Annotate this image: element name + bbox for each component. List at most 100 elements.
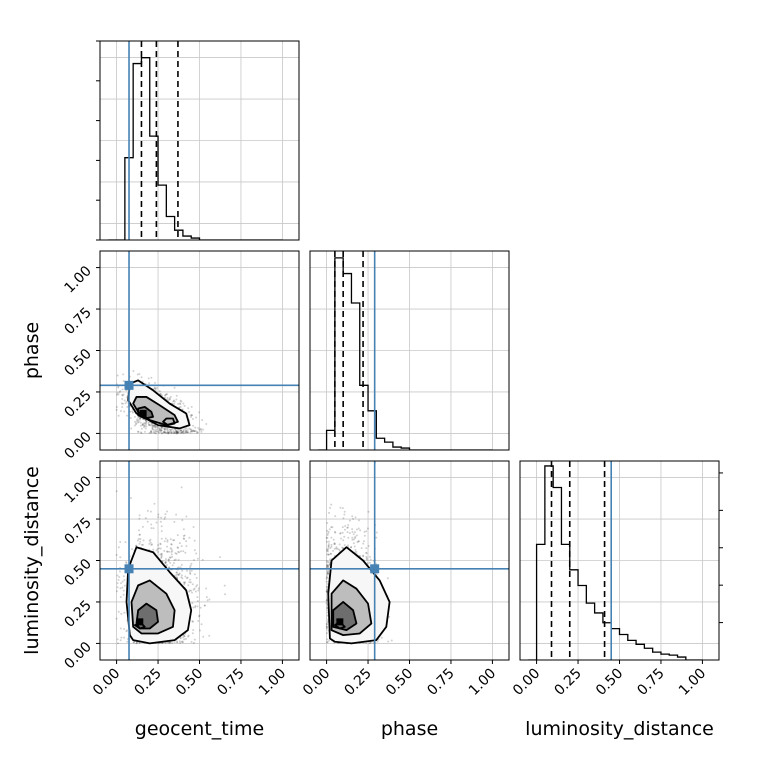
density-panel-geocent_time-phase: [100, 251, 299, 450]
scatter-point: [166, 431, 169, 434]
scatter-point: [182, 430, 185, 433]
scatter-point: [184, 575, 187, 578]
scatter-point: [342, 547, 345, 550]
scatter-point: [196, 557, 199, 560]
scatter-point: [125, 629, 128, 632]
panel-frame-geocent_time: [99, 40, 300, 241]
scatter-point: [326, 571, 329, 574]
scatter-point: [169, 561, 172, 564]
scatter-point: [166, 540, 169, 543]
scatter-point: [193, 573, 196, 576]
scatter-point: [181, 519, 184, 522]
scatter-point: [159, 542, 162, 545]
scatter-point: [169, 430, 172, 433]
scatter-point: [176, 576, 179, 579]
scatter-point: [183, 634, 186, 637]
scatter-point: [325, 626, 328, 629]
scatter-point: [152, 428, 155, 431]
scatter-point: [151, 424, 154, 427]
scatter-point: [368, 561, 371, 564]
scatter-point: [173, 432, 176, 435]
scatter-point: [190, 414, 193, 417]
scatter-point: [329, 558, 332, 561]
scatter-point: [172, 561, 175, 564]
scatter-point: [191, 591, 194, 594]
scatter-point: [121, 405, 124, 408]
scatter-point: [166, 550, 169, 553]
scatter-point: [338, 549, 341, 552]
scatter-point: [185, 515, 188, 518]
scatter-point: [186, 431, 189, 434]
scatter-point: [138, 542, 141, 545]
scatter-point: [170, 543, 173, 546]
scatter-point: [182, 537, 185, 540]
scatter-point: [133, 415, 136, 418]
scatter-point: [141, 423, 144, 426]
scatter-point: [352, 542, 355, 545]
x-tick-label-luminosity_distance-1: 0.25: [552, 666, 585, 699]
truth-marker-geocent_time-luminosity_distance: [124, 564, 134, 574]
scatter-point: [194, 606, 197, 609]
scatter-point: [369, 641, 372, 644]
scatter-point: [326, 621, 329, 624]
scatter-point: [326, 532, 329, 535]
scatter-point: [185, 430, 188, 433]
scatter-point: [325, 627, 328, 630]
scatter-point: [175, 432, 178, 435]
scatter-point: [147, 422, 150, 425]
scatter-point: [190, 640, 193, 643]
scatter-point: [326, 626, 329, 629]
scatter-point: [123, 578, 126, 581]
scatter-point: [327, 565, 330, 568]
scatter-point: [123, 628, 126, 631]
scatter-point: [160, 537, 163, 540]
scatter-point: [173, 641, 176, 644]
scatter-point: [183, 638, 186, 641]
scatter-point: [326, 606, 329, 609]
scatter-point: [191, 620, 194, 623]
scatter-point: [327, 540, 330, 543]
scatter-point: [142, 539, 145, 542]
scatter-point: [189, 578, 192, 581]
scatter-point: [178, 573, 181, 576]
scatter-point: [161, 426, 164, 429]
scatter-point: [365, 557, 368, 560]
scatter-point: [325, 632, 328, 635]
scatter-point: [115, 405, 118, 408]
scatter-point: [119, 556, 122, 559]
scatter-point: [187, 634, 190, 637]
scatter-point: [140, 427, 143, 430]
scatter-point: [195, 430, 198, 433]
scatter-point: [137, 529, 140, 532]
scatter-point: [365, 642, 368, 645]
scatter-point: [120, 636, 123, 639]
scatter-point: [121, 586, 124, 589]
scatter-point: [197, 426, 200, 429]
scatter-point: [366, 527, 369, 530]
scatter-point: [343, 513, 346, 516]
scatter-point: [179, 429, 182, 432]
scatter-point: [140, 376, 143, 379]
scatter-point: [196, 584, 199, 587]
scatter-point: [332, 538, 335, 541]
scatter-point: [197, 620, 200, 623]
scatter-point: [365, 551, 368, 554]
scatter-point: [192, 526, 195, 529]
scatter-point: [188, 589, 191, 592]
scatter-point: [154, 382, 157, 385]
scatter-point: [355, 528, 358, 531]
scatter-point: [182, 431, 185, 434]
scatter-point: [326, 529, 329, 532]
scatter-point: [177, 573, 180, 576]
scatter-point: [166, 545, 169, 548]
scatter-point: [333, 542, 336, 545]
scatter-point: [194, 604, 197, 607]
scatter-point: [330, 543, 333, 546]
scatter-point: [325, 559, 328, 562]
scatter-point: [136, 421, 139, 424]
scatter-point: [190, 414, 193, 417]
scatter-point: [164, 516, 167, 519]
scatter-point: [150, 376, 153, 379]
scatter-point: [123, 636, 126, 639]
scatter-point: [168, 556, 171, 559]
